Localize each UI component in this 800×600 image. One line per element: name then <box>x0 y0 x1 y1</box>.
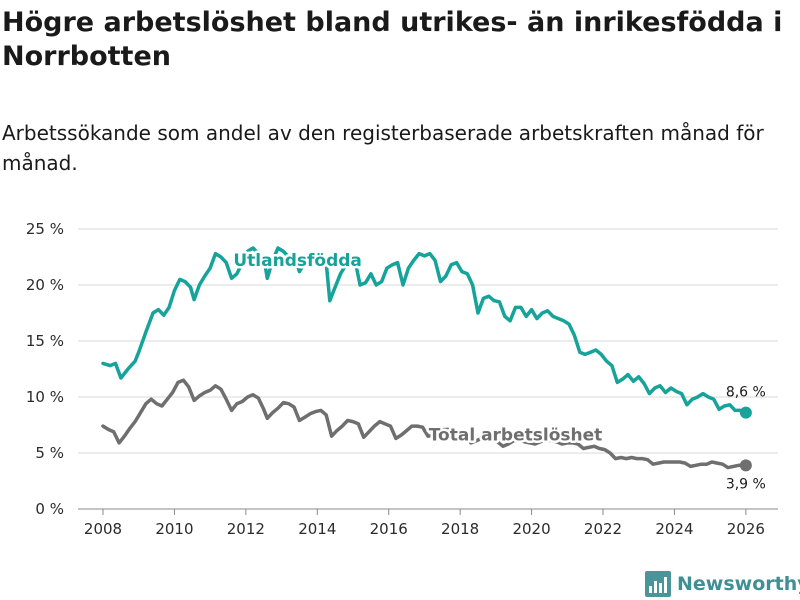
series-line-utlandsfodda <box>101 246 748 415</box>
brand-name: Newsworthy <box>677 573 800 595</box>
end-value-label-utlandsfodda: 8,6 % <box>726 385 766 401</box>
newsworthy-logo: Newsworthy <box>645 568 800 600</box>
series-line-total <box>101 378 748 470</box>
end-value-label-total: 3,9 % <box>726 476 766 492</box>
series-end-point <box>739 459 752 472</box>
series-end-point <box>739 406 752 419</box>
y-tick-label: 20 % <box>26 276 64 294</box>
y-tick-label: 0 % <box>35 500 64 518</box>
x-tick-label: 2020 <box>512 520 550 538</box>
series-label-utlandsfodda: Utlandsfödda <box>233 251 362 271</box>
x-tick-label: 2016 <box>370 520 408 538</box>
chart-subtitle: Arbetssökande som andel av den registerb… <box>2 121 764 175</box>
series-label-total: Total arbetslöshet <box>429 426 603 446</box>
x-tick-label: 2014 <box>298 520 336 538</box>
x-tick-label: 2024 <box>655 520 693 538</box>
x-tick-label: 2026 <box>727 520 765 538</box>
y-tick-label: 25 % <box>26 220 64 238</box>
x-tick-label: 2012 <box>227 520 265 538</box>
y-tick-label: 5 % <box>35 444 64 462</box>
grid-layer <box>78 228 778 510</box>
chart-title: Högre arbetslöshet bland utrikes- än inr… <box>2 7 783 72</box>
y-tick-label: 15 % <box>26 332 64 350</box>
bar-chart-logo-icon <box>645 571 671 597</box>
y-tick-label: 10 % <box>26 388 64 406</box>
x-tick-label: 2022 <box>584 520 622 538</box>
axis-layer: 0 % 5 % 10 % 15 % 20 % 25 % 2008 2010 2012 2014 20… <box>26 220 765 538</box>
series-layer <box>101 246 752 472</box>
x-tick-label: 2008 <box>84 520 122 538</box>
label-layer: Utlandsfödda Total arbetslöshet 8,6 % 3,9 % <box>231 248 766 492</box>
x-tick-label: 2010 <box>155 520 193 538</box>
x-tick-label: 2018 <box>441 520 479 538</box>
